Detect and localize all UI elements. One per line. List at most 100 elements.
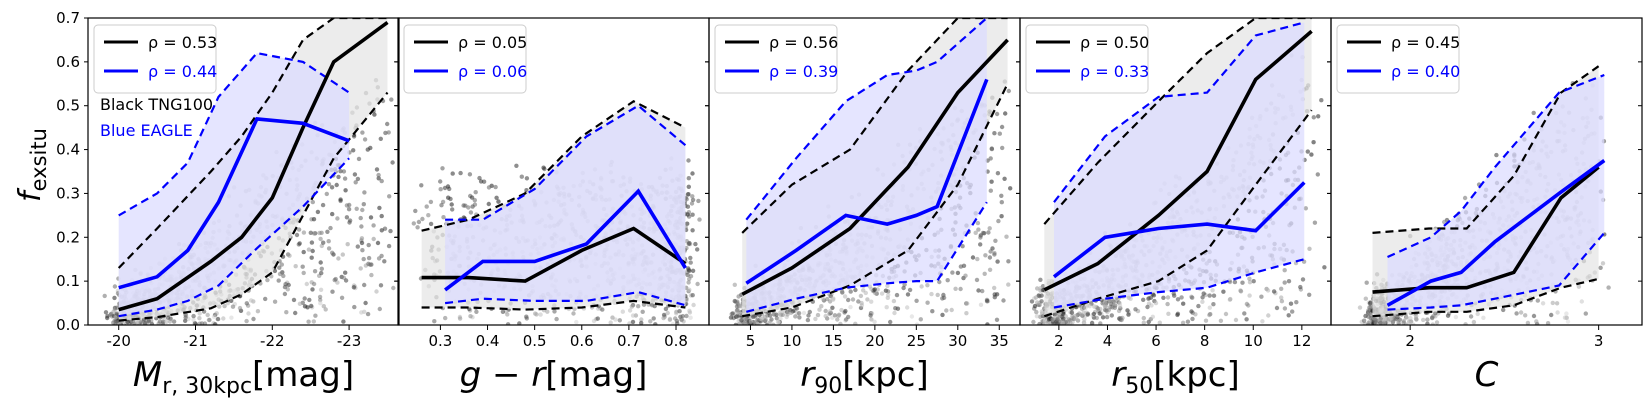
sample-point (963, 273, 968, 278)
sample-point (983, 253, 988, 258)
sample-point (689, 201, 695, 206)
sample-point (843, 308, 848, 314)
sample-point (775, 319, 781, 325)
sample-point (411, 221, 416, 226)
sample-point (1233, 317, 1239, 323)
sample-point (980, 230, 986, 236)
sample-point (1576, 284, 1582, 289)
sample-point (1082, 317, 1087, 322)
sample-point (679, 317, 684, 323)
sample-point (538, 312, 543, 317)
sample-point (1181, 301, 1186, 306)
y-tick-label: 0.4 (56, 141, 80, 159)
sample-point (545, 309, 550, 314)
sample-point (171, 319, 177, 324)
sample-point (1404, 315, 1409, 321)
sample-point (229, 315, 234, 320)
x-tick-label: 2 (1405, 332, 1415, 350)
eagle-16th-percentile-line (1053, 258, 1305, 309)
legend: ρ = 0.50ρ = 0.33 (1025, 24, 1149, 94)
sample-point (697, 217, 702, 222)
sample-point (1051, 321, 1056, 325)
sample-point (1126, 312, 1131, 317)
sample-point (1103, 303, 1109, 308)
tng-16th-percentile-line (421, 299, 686, 311)
sample-point (377, 306, 382, 312)
sample-point (359, 240, 365, 246)
sample-point (326, 182, 332, 187)
sample-point (1300, 277, 1306, 282)
sample-point (1210, 288, 1215, 293)
sample-point (739, 318, 744, 323)
sample-point (415, 225, 420, 230)
sample-point (825, 296, 830, 302)
sample-point (738, 311, 743, 316)
sample-point (994, 317, 1000, 322)
sample-point (376, 172, 381, 178)
sample-point (1363, 313, 1368, 319)
x-axis-label-sub: 50 (1125, 374, 1153, 399)
x-tick-label: 15 (824, 332, 843, 350)
sample-point (304, 281, 309, 287)
sample-point (748, 319, 754, 324)
sample-point (684, 197, 689, 202)
sample-point (978, 302, 984, 307)
sample-point (1092, 304, 1097, 309)
tng-median-line (118, 20, 389, 312)
x-tick-label: 10 (1244, 332, 1263, 350)
sample-point (1207, 305, 1213, 310)
sample-point (359, 224, 364, 229)
sample-point (376, 176, 381, 181)
x-tick-label: -23 (337, 332, 362, 350)
sample-point (311, 319, 316, 324)
sample-point (500, 309, 506, 314)
sample-point (690, 228, 695, 233)
eagle-median-line (118, 116, 350, 290)
sample-point (351, 285, 357, 290)
sample-point (330, 289, 335, 294)
sample-point (1153, 300, 1159, 306)
legend-tng-label: ρ = 0.45 (1391, 33, 1460, 52)
sample-point (1531, 110, 1536, 116)
y-tick-label: 0.2 (56, 228, 80, 246)
sample-point (1535, 298, 1541, 303)
eagle-median-line (1052, 181, 1306, 279)
sample-point (413, 208, 418, 214)
sample-point (355, 176, 361, 182)
x-axis-label: g − r[mag] (460, 355, 648, 395)
sample-point (321, 304, 326, 309)
sample-point (1196, 303, 1201, 309)
sample-point (450, 207, 455, 212)
sample-point (1002, 176, 1007, 181)
sample-point (944, 308, 949, 313)
sample-point (352, 304, 357, 310)
sample-point (987, 255, 993, 260)
sample-point (248, 298, 254, 303)
sample-point (474, 309, 479, 314)
sample-point (1038, 277, 1043, 282)
sample-point (297, 301, 303, 306)
sample-point (328, 225, 333, 231)
sample-point (1125, 308, 1130, 313)
y-tick-label: 0.5 (56, 97, 80, 115)
sample-point (859, 300, 864, 306)
x-tick-label: 5 (746, 332, 756, 350)
sample-point (975, 220, 981, 226)
sample-point (844, 317, 849, 322)
sample-point (320, 202, 326, 208)
sample-point (691, 302, 696, 308)
sample-point (345, 242, 350, 247)
sample-point (1393, 317, 1399, 322)
sample-point (277, 265, 282, 270)
sample-point (929, 291, 934, 297)
sample-point (1006, 259, 1011, 264)
sample-point (1211, 293, 1217, 298)
sample-point (438, 179, 443, 184)
x-tick-label: 6 (1151, 332, 1161, 350)
sample-point (310, 287, 315, 292)
sample-point (1282, 268, 1287, 273)
sample-point (1378, 320, 1383, 325)
sample-point (1083, 305, 1088, 311)
legend: ρ = 0.53ρ = 0.44 (93, 24, 217, 94)
